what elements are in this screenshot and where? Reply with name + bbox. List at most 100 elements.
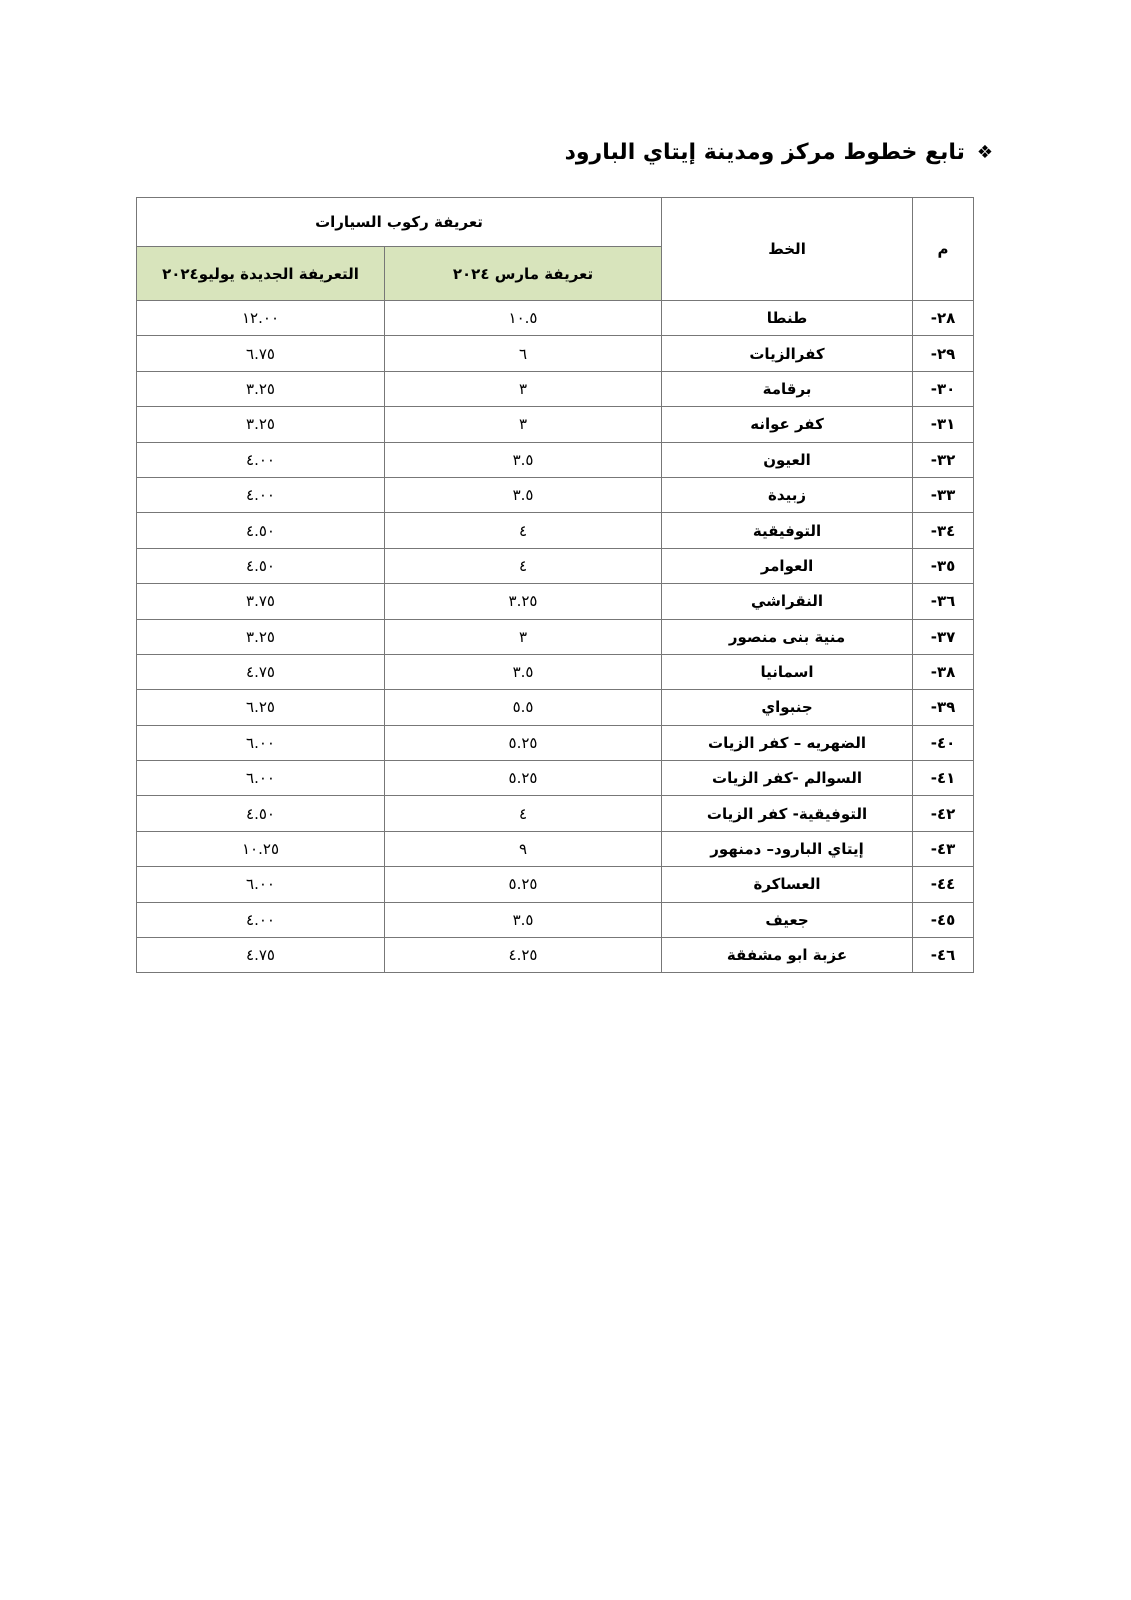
header-march-fare: تعريفة مارس ٢٠٢٤ [384,246,663,301]
header-july-fare: التعريفة الجديدة يوليو٢٠٢٤ [135,246,386,301]
fare-table: م الخط تعريفة ركوب السيارات تعريفة مارس … [135,197,975,974]
row-number: -٣٢ [912,441,975,478]
table-row: -٣٤ التوفيقية ٤ ٤.٥٠ [135,512,975,549]
march-fare: ٣ [384,406,663,443]
table-row: -٣٣ زبيدة ٣.٥ ٤.٠٠ [135,476,975,514]
line-name: برقامة [661,370,914,408]
line-name: عزبة ابو مشفقة [661,937,914,974]
row-number: -٣٥ [912,547,975,585]
row-number: -٣٠ [912,370,975,408]
march-fare: ٤ [384,512,663,549]
table-row: -٣٥ العوامر ٤ ٤.٥٠ [135,547,975,585]
july-fare: ٣.٢٥ [135,370,386,408]
row-number: -٢٩ [912,335,975,372]
title-text: تابع خطوط مركز ومدينة إيتاي البارود [564,140,965,165]
march-fare: ٣ [384,370,663,408]
row-number: -٢٨ [912,299,975,337]
line-name: كفرالزيات [661,335,914,372]
header-line: الخط [661,197,914,301]
line-name: السوالم -كفر الزيات [661,760,914,797]
july-fare: ٤.٥٠ [135,512,386,549]
march-fare: ٤.٢٥ [384,937,663,974]
march-fare: ٣.٢٥ [384,583,663,620]
march-fare: ٣.٥ [384,476,663,514]
march-fare: ١٠.٥ [384,299,663,337]
row-number: -٣٤ [912,512,975,549]
header-fare-group: تعريفة ركوب السيارات [135,197,663,247]
july-fare: ١٢.٠٠ [135,299,386,337]
line-name: زبيدة [661,476,914,514]
line-name: اسمانيا [661,653,914,691]
row-number: -٣٩ [912,689,975,726]
row-number: -٤٠ [912,724,975,762]
july-fare: ٤.٧٥ [135,653,386,691]
july-fare: ٤.٧٥ [135,937,386,974]
table-row: -٣٩ جنبواي ٥.٥ ٦.٢٥ [135,689,975,726]
table-row: -٤٥ جعيف ٣.٥ ٤.٠٠ [135,901,975,939]
july-fare: ١٠.٢٥ [135,830,386,868]
row-number: -٤١ [912,760,975,797]
row-number: -٣٧ [912,618,975,655]
march-fare: ٤ [384,795,663,832]
row-number: -٣٨ [912,653,975,691]
line-name: إيتاي البارود– دمنهور [661,830,914,868]
july-fare: ٦.٧٥ [135,335,386,372]
line-name: النقراشي [661,583,914,620]
table-row: -٤٠ الضهريه – كفر الزيات ٥.٢٥ ٦.٠٠ [135,724,975,762]
march-fare: ٥.٢٥ [384,760,663,797]
march-fare: ٥.٢٥ [384,724,663,762]
july-fare: ٦.٠٠ [135,760,386,797]
line-name: العيون [661,441,914,478]
table-row: -٣٦ النقراشي ٣.٢٥ ٣.٧٥ [135,583,975,620]
july-fare: ٦.٢٥ [135,689,386,726]
table-row: -٤٢ التوفيقية- كفر الزيات ٤ ٤.٥٠ [135,795,975,832]
table-row: -٤٦ عزبة ابو مشفقة ٤.٢٥ ٤.٧٥ [135,937,975,974]
july-fare: ٤.٥٠ [135,547,386,585]
table-row: -٣١ كفر عوانه ٣ ٣.٢٥ [135,406,975,443]
march-fare: ٣ [384,618,663,655]
row-number: -٤٥ [912,901,975,939]
july-fare: ٣.٢٥ [135,618,386,655]
line-name: منية بنى منصور [661,618,914,655]
line-name: طنطا [661,299,914,337]
march-fare: ٦ [384,335,663,372]
table-row: -٢٨ طنطا ١٠.٥ ١٢.٠٠ [135,299,975,337]
table-row: -٤٣ إيتاي البارود– دمنهور ٩ ١٠.٢٥ [135,830,975,868]
march-fare: ٣.٥ [384,653,663,691]
line-name: جنبواي [661,689,914,726]
table-row: -٤١ السوالم -كفر الزيات ٥.٢٥ ٦.٠٠ [135,760,975,797]
line-name: العساكرة [661,866,914,903]
july-fare: ٣.٧٥ [135,583,386,620]
line-name: العوامر [661,547,914,585]
table-row: -٣٧ منية بنى منصور ٣ ٣.٢٥ [135,618,975,655]
table-row: -٣٠ برقامة ٣ ٣.٢٥ [135,370,975,408]
july-fare: ٤.٠٠ [135,901,386,939]
july-fare: ٦.٠٠ [135,724,386,762]
diamond-ornament-icon: ❖ [976,142,993,163]
table-row: -٤٤ العساكرة ٥.٢٥ ٦.٠٠ [135,866,975,903]
header-number: م [912,197,975,301]
table-row: -٣٢ العيون ٣.٥ ٤.٠٠ [135,441,975,478]
row-number: -٤٤ [912,866,975,903]
row-number: -٤٣ [912,830,975,868]
july-fare: ٤.٠٠ [135,476,386,514]
line-name: التوفيقية [661,512,914,549]
line-name: التوفيقية- كفر الزيات [661,795,914,832]
page-title: ❖ تابع خطوط مركز ومدينة إيتاي البارود [565,140,993,165]
row-number: -٣١ [912,406,975,443]
row-number: -٣٣ [912,476,975,514]
row-number: -٤٢ [912,795,975,832]
march-fare: ٩ [384,830,663,868]
row-number: -٣٦ [912,583,975,620]
march-fare: ٥.٢٥ [384,866,663,903]
line-name: جعيف [661,901,914,939]
table-row: -٣٨ اسمانيا ٣.٥ ٤.٧٥ [135,653,975,691]
line-name: كفر عوانه [661,406,914,443]
july-fare: ٣.٢٥ [135,406,386,443]
march-fare: ٣.٥ [384,901,663,939]
march-fare: ٥.٥ [384,689,663,726]
march-fare: ٣.٥ [384,441,663,478]
march-fare: ٤ [384,547,663,585]
july-fare: ٦.٠٠ [135,866,386,903]
july-fare: ٤.٠٠ [135,441,386,478]
